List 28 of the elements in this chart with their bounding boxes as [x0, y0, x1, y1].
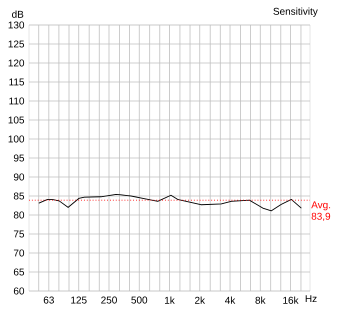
y-axis-title: dB [12, 10, 24, 18]
x-tick-label: 1k [165, 296, 175, 304]
y-tick-label: 115 [9, 78, 24, 86]
chart-title: Sensitivity [273, 8, 318, 17]
y-tick-label: 60 [14, 287, 24, 295]
x-tick-label: 125 [71, 296, 87, 304]
y-tick-label: 100 [8, 135, 24, 143]
x-tick-label: 63 [44, 296, 54, 304]
x-tick-label: 4k [224, 296, 236, 304]
y-tick-label: 105 [8, 116, 24, 124]
x-tick-label: 250 [101, 296, 117, 304]
y-tick-label: 70 [14, 249, 24, 257]
x-tick-label: 16k [283, 296, 299, 304]
y-tick-label: 125 [8, 40, 24, 48]
y-tick-label: 95 [14, 154, 24, 162]
y-tick-label: 110 [9, 97, 24, 105]
x-tick-label: 8k [255, 296, 266, 304]
ref-line-label: Avg. 83,9 [311, 201, 330, 221]
y-tick-label: 90 [14, 173, 24, 181]
y-tick-label: 85 [14, 192, 24, 200]
y-tick-label: 130 [8, 21, 24, 29]
y-tick-label: 65 [14, 268, 24, 276]
y-tick-label: 120 [8, 59, 24, 67]
y-tick-label: 80 [14, 211, 24, 219]
x-axis-title: Hz [306, 295, 317, 302]
x-tick-label: 500 [131, 296, 148, 304]
x-tick-label: 2k [194, 296, 206, 304]
y-tick-label: 75 [14, 230, 24, 238]
